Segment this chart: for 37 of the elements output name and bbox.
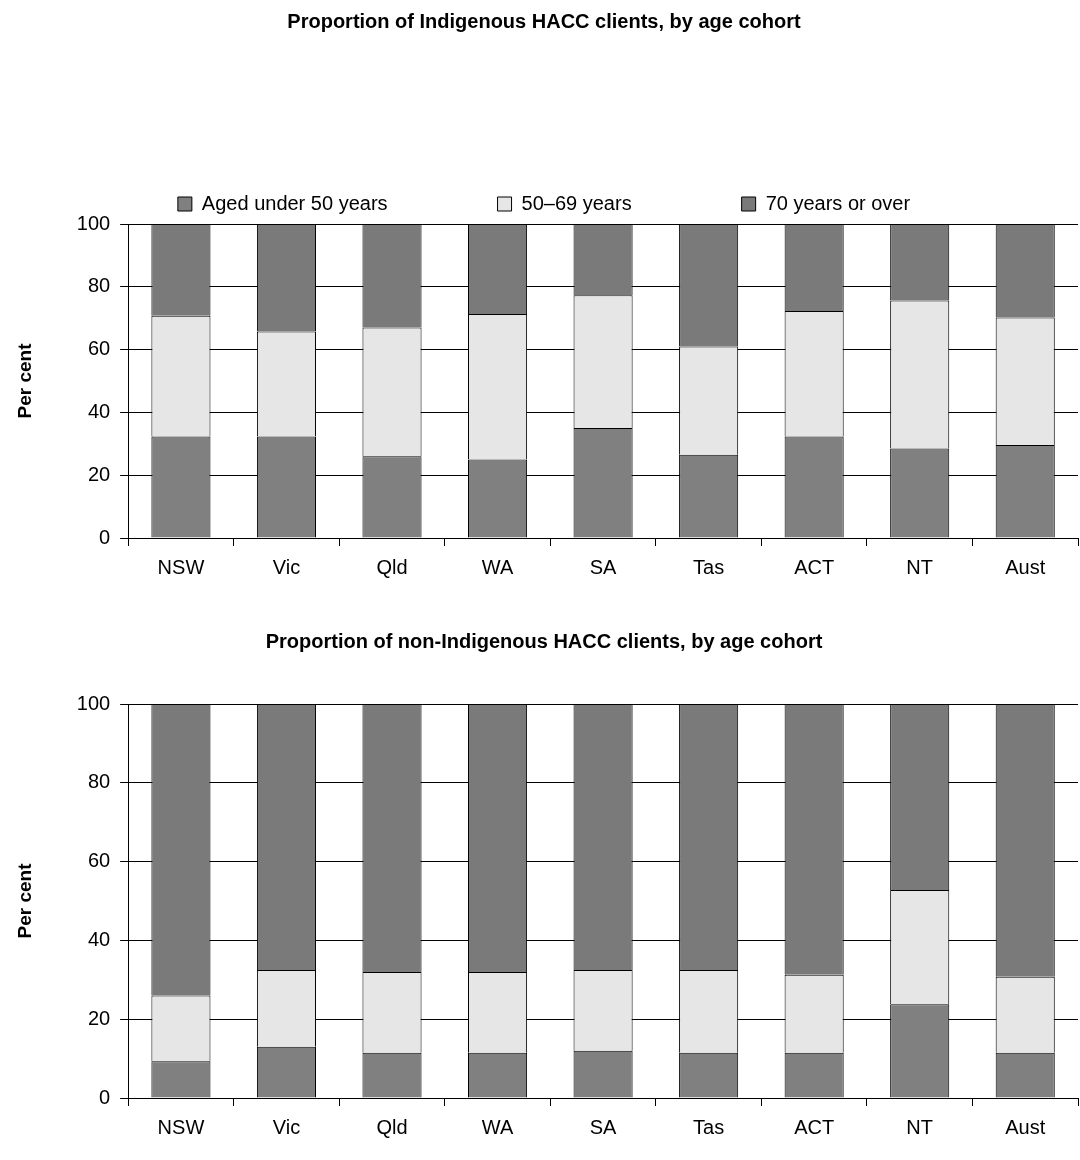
x-tick-label: NT [906,555,934,578]
chart-title: Proportion of non-Indigenous HACC clients, by age cohort [265,629,823,652]
y-tick-label: 60 [87,337,111,360]
x-tick-label: SA [589,1115,618,1138]
y-tick-label: 100 [76,211,111,234]
x-tick-label: WA [481,555,514,578]
x-tick-label: Qld [376,1115,408,1138]
x-tick-label: ACT [794,1115,835,1138]
x-tick-label: Aust [1005,1115,1046,1138]
x-tick-label: Tas [693,555,725,578]
x-tick-label: NT [906,1115,934,1138]
y-tick-label: 0 [99,1085,111,1108]
x-tick-label: Aust [1005,555,1046,578]
x-tick-label: WA [481,1115,514,1138]
x-tick-label: Tas [693,1115,725,1138]
y-tick-label: 100 [76,691,111,714]
legend-label: Aged under 50 years [201,191,388,214]
y-axis-title: Per cent [13,862,35,939]
y-axis-title: Per cent [13,342,35,419]
x-tick-label: NSW [157,555,205,578]
y-tick-label: 20 [87,1006,111,1029]
y-tick-label: 80 [87,274,111,297]
x-tick-label: Qld [376,555,408,578]
x-tick-label: ACT [794,555,835,578]
x-tick-label: NSW [157,1115,205,1138]
legend-label: 70 years or over [765,191,911,214]
y-tick-label: 40 [87,399,111,422]
y-tick-label: 80 [87,770,111,793]
x-tick-label: Vic [272,555,301,578]
y-tick-label: 0 [99,525,111,548]
y-tick-label: 60 [87,849,111,872]
x-tick-label: Vic [272,1115,301,1138]
chart-title: Proportion of Indigenous HACC clients, by age cohort [287,9,802,32]
y-tick-label: 20 [87,462,111,485]
x-tick-label: SA [589,555,618,578]
y-tick-label: 40 [87,927,111,950]
legend-label: 50–69 years [521,191,632,214]
